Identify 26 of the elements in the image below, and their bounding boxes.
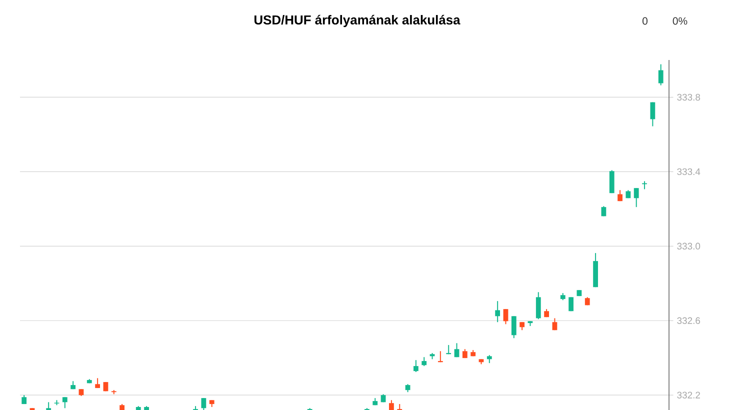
candlestick [568,296,574,312]
y-tick-label: 332.2 [677,392,700,398]
candlestick [618,189,622,202]
candlestick [495,300,500,322]
candlestick [389,399,394,410]
candlestick [634,187,639,208]
candlestick [503,308,508,324]
candlestick [552,318,558,330]
text: 0% [672,17,688,25]
candlestick [536,291,541,320]
y-tick-label: 333.0 [677,242,700,250]
candlestick [511,315,516,338]
candlestick [658,64,664,86]
candlestick [438,350,443,362]
y-tick-label: 333.4 [677,168,700,175]
candlestick [650,102,656,127]
candlestick [609,170,614,194]
y-tick-label: 333.8 [677,94,700,100]
candlestick [95,377,100,388]
candlestick [397,403,402,410]
chart-title: USD/HUF árfolyamának alakulása [254,14,460,27]
candlestick [454,342,460,358]
candlestick [413,359,418,372]
y-tick-label: 332.6 [677,317,700,324]
text: 0 [642,17,648,25]
candlestick [446,344,452,354]
